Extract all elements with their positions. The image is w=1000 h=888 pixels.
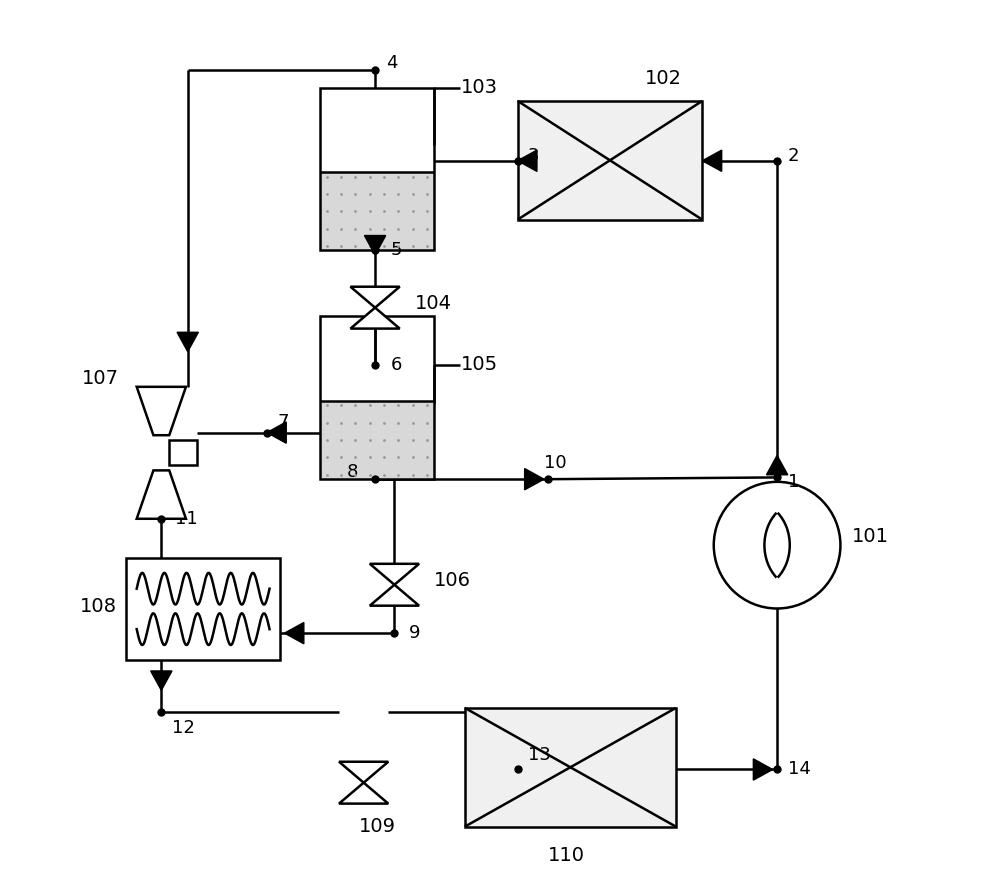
Text: 101: 101 (852, 527, 889, 546)
Text: 6: 6 (391, 356, 402, 374)
Text: 7: 7 (277, 413, 289, 431)
Text: 105: 105 (460, 355, 498, 375)
Text: 110: 110 (547, 846, 584, 865)
Polygon shape (525, 469, 544, 490)
Text: 104: 104 (415, 294, 452, 313)
Polygon shape (151, 671, 172, 690)
Text: 13: 13 (528, 747, 551, 765)
Bar (320, 172, 434, 250)
Text: 106: 106 (434, 571, 471, 590)
Text: 103: 103 (460, 78, 497, 97)
Bar (320, 401, 434, 480)
Text: 2: 2 (788, 147, 799, 165)
Polygon shape (766, 456, 788, 475)
Text: 11: 11 (175, 510, 198, 527)
Polygon shape (370, 584, 419, 606)
Bar (169, 440, 197, 465)
Polygon shape (518, 150, 537, 171)
Polygon shape (177, 332, 198, 352)
Text: 5: 5 (391, 242, 402, 259)
Polygon shape (284, 622, 304, 644)
Polygon shape (267, 422, 286, 443)
Text: 3: 3 (528, 147, 540, 165)
Text: 10: 10 (544, 455, 567, 472)
Polygon shape (370, 564, 419, 584)
Bar (465, 708, 676, 827)
Polygon shape (137, 387, 186, 435)
Text: 1: 1 (788, 472, 799, 491)
Text: 14: 14 (788, 760, 811, 779)
Polygon shape (702, 150, 722, 171)
Polygon shape (339, 782, 388, 804)
Circle shape (714, 482, 840, 608)
Text: 109: 109 (359, 817, 396, 836)
Bar (518, 101, 702, 219)
Polygon shape (137, 471, 186, 519)
Polygon shape (350, 307, 400, 329)
Text: 102: 102 (645, 69, 682, 89)
Text: 4: 4 (386, 54, 397, 72)
Polygon shape (753, 759, 773, 781)
Text: 12: 12 (172, 719, 195, 737)
Polygon shape (364, 235, 386, 255)
Text: 9: 9 (409, 624, 420, 642)
Text: 107: 107 (82, 369, 119, 387)
Polygon shape (339, 762, 388, 782)
Text: 108: 108 (80, 598, 117, 616)
Bar (320, 88, 434, 250)
Bar (320, 316, 434, 480)
Text: 8: 8 (347, 464, 358, 481)
Polygon shape (350, 287, 400, 307)
Bar (126, 559, 280, 660)
